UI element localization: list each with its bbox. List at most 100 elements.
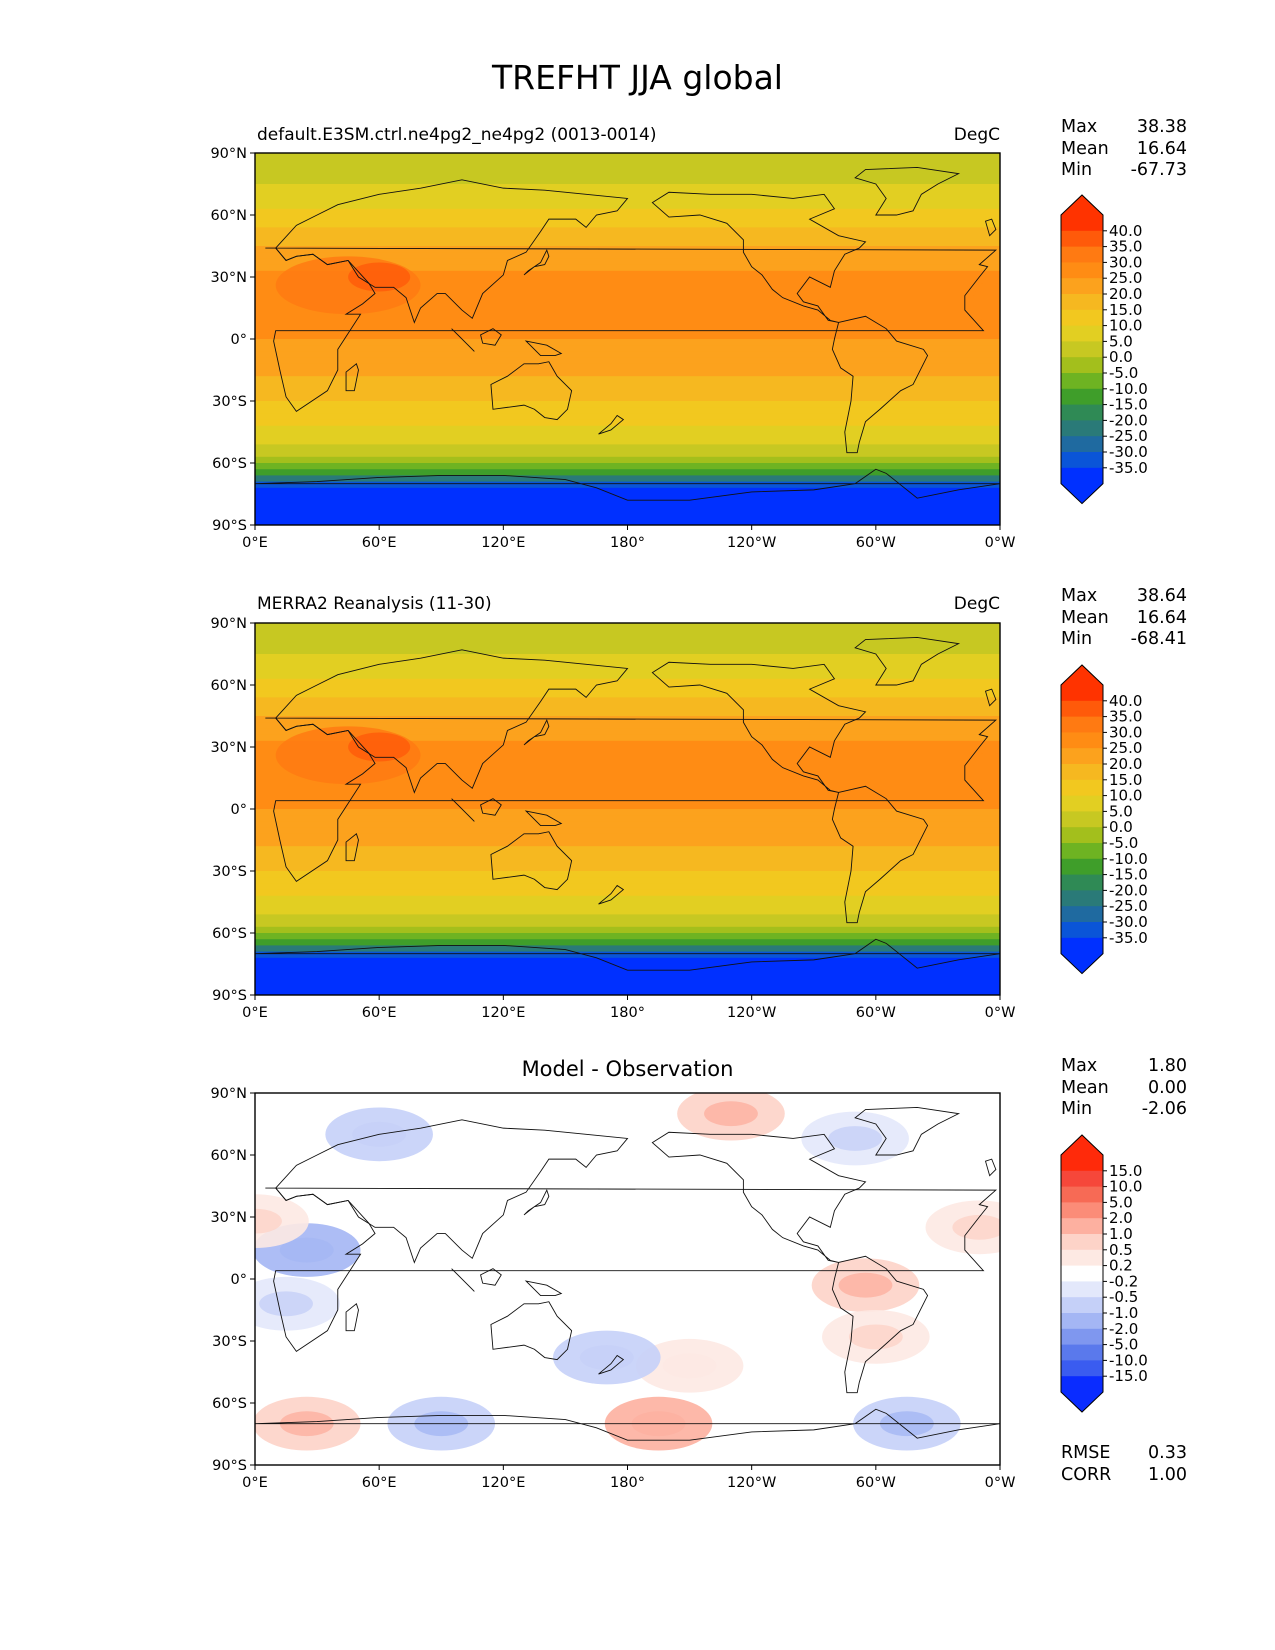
lat-tick-label: 60°S: [212, 1396, 247, 1412]
zonal-band: [255, 481, 1000, 489]
colorbar-label: -15.0: [1109, 396, 1148, 414]
colorbar-swatch: [1061, 1265, 1103, 1282]
zonal-band: [255, 895, 1000, 903]
zonal-band: [255, 450, 1000, 458]
lat-tick-label: 90°N: [210, 146, 247, 162]
warm-region: [973, 751, 1000, 793]
zonal-band: [255, 264, 1000, 272]
colorbar-label: 30.0: [1109, 723, 1142, 741]
colorbar-label: 15.0: [1109, 1162, 1142, 1180]
colorbar-swatch: [1061, 827, 1103, 844]
lat-tick-label: 30°S: [212, 864, 247, 880]
zonal-band: [255, 666, 1000, 674]
colorbar-swatch: [1061, 732, 1103, 749]
colorbar-swatch: [1061, 764, 1103, 781]
zonal-band: [255, 190, 1000, 197]
colorbar-swatch: [1061, 858, 1103, 876]
zonal-band: [255, 388, 1000, 396]
zonal-band: [255, 345, 1000, 352]
zonal-band: [255, 425, 1000, 433]
zonal-band: [255, 678, 1000, 686]
panel-1-stats: Max 38.38 Mean 16.64 Min -67.73: [1061, 117, 1187, 182]
coastline: [984, 218, 997, 237]
zonal-band: [255, 357, 1000, 365]
lat-tick-label: 30°S: [212, 394, 247, 410]
colorbar-swatch: [1061, 1281, 1103, 1298]
colorbar-label: -2.0: [1109, 1320, 1138, 1338]
zonal-band: [255, 506, 1000, 514]
zonal-band: [255, 939, 1000, 946]
zonal-band: [255, 902, 1000, 909]
coastline: [524, 810, 563, 826]
zonal-band: [255, 308, 1000, 315]
lat-tick-label: 90°N: [210, 1086, 247, 1102]
zonal-band: [255, 988, 1000, 995]
lon-tick-label: 60°E: [362, 1005, 397, 1021]
colorbar-min-extension: [1061, 1392, 1103, 1412]
colorbar-label: 30.0: [1109, 253, 1142, 271]
coastline: [255, 468, 1000, 501]
colorbar-label: -10.0: [1109, 850, 1148, 868]
colorbar-swatch: [1061, 1344, 1103, 1361]
colorbar-label: 25.0: [1109, 269, 1142, 287]
colorbar: 40.035.030.025.020.015.010.05.00.0-5.0-1…: [1060, 664, 1148, 975]
zonal-band: [255, 771, 1000, 779]
colorbar-label: 0.0: [1109, 348, 1133, 366]
zonal-band: [255, 889, 1000, 897]
colorbar-label: -0.5: [1109, 1288, 1138, 1306]
zonal-band: [255, 654, 1000, 661]
colorbar-label: -25.0: [1109, 427, 1148, 445]
stat-min-value: -67.73: [1130, 160, 1187, 180]
colorbar-label: -15.0: [1109, 1367, 1148, 1385]
zonal-band: [255, 629, 1000, 636]
colorbar-label: 5.0: [1109, 332, 1133, 350]
anomaly-core: [704, 1101, 758, 1127]
colorbar-swatch: [1061, 1360, 1103, 1377]
stat-corr-row: CORR 1.00: [1061, 1465, 1187, 1487]
lat-tick-label: 60°N: [210, 208, 247, 224]
anomaly-core: [255, 1208, 282, 1234]
coastline: [490, 831, 573, 891]
anomaly-core: [828, 1126, 883, 1151]
coastline: [345, 363, 359, 392]
zonal-band: [255, 908, 1000, 915]
coastline: [275, 179, 629, 324]
zonal-band: [255, 258, 1000, 266]
lat-tick-label: 30°N: [210, 1210, 247, 1226]
colorbar-label: 25.0: [1109, 739, 1142, 757]
lon-tick-label: 0°E: [242, 1005, 268, 1021]
stat-corr-label: CORR: [1061, 1464, 1112, 1485]
lon-tick-label: 120°W: [727, 535, 776, 551]
colorbar-swatch: [1061, 1376, 1103, 1393]
zonal-band: [255, 697, 1000, 705]
stat-rmse-label: RMSE: [1061, 1443, 1111, 1463]
coastline: [651, 661, 867, 793]
zonal-band: [255, 685, 1000, 692]
lon-tick-label: 120°E: [481, 1005, 525, 1021]
zonal-band: [255, 827, 1000, 835]
colorbar-swatch: [1061, 278, 1103, 295]
zonal-band: [255, 407, 1000, 414]
colorbar-outline: [1060, 664, 1104, 975]
colorbar-label: -0.2: [1109, 1272, 1138, 1290]
zonal-band: [255, 914, 1000, 922]
lat-tick-label: 0°: [231, 802, 247, 818]
map-field: [255, 1093, 1000, 1465]
map-field: [255, 623, 1000, 995]
zonal-band: [255, 314, 1000, 321]
colorbar-label: -5.0: [1109, 834, 1138, 852]
zonal-band: [255, 864, 1000, 872]
zonal-band: [255, 982, 1000, 990]
panel-3-skill-stats: RMSE 0.33 CORR 1.00: [1061, 1443, 1187, 1486]
coastline: [854, 1107, 961, 1156]
zonal-band: [255, 747, 1000, 754]
colorbar-swatch: [1061, 325, 1103, 342]
stat-max-label: Max: [1061, 1056, 1098, 1076]
colorbar-label: -35.0: [1109, 929, 1148, 947]
zonal-band: [255, 221, 1000, 228]
lon-tick-label: 0°E: [242, 535, 268, 551]
lon-tick-label: 60°W: [856, 1005, 896, 1021]
stat-max-label: Max: [1061, 117, 1098, 137]
lon-tick-label: 0°W: [985, 1005, 1016, 1021]
